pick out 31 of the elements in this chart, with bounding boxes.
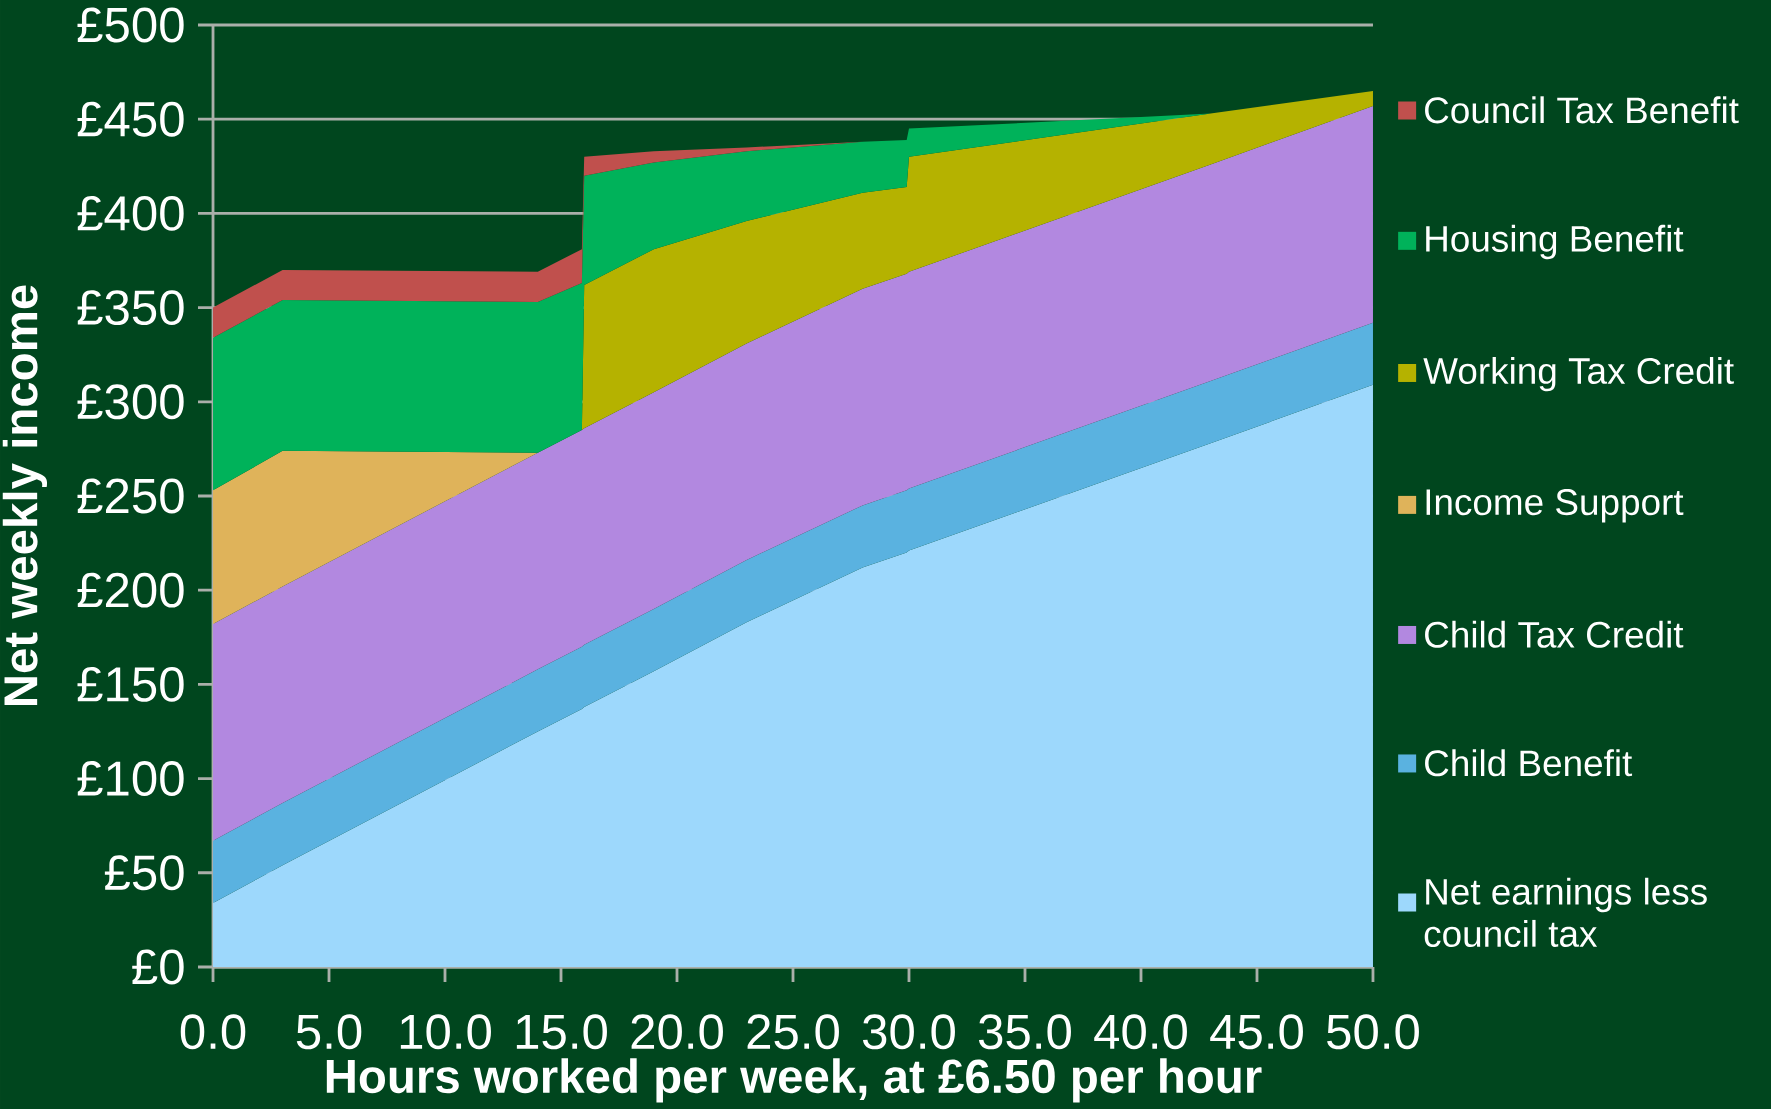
y-tick-label: £150 (77, 666, 184, 702)
y-tick-label: £200 (77, 572, 184, 608)
legend-label: Child Tax Credit (1425, 620, 1684, 648)
y-tick-label: £250 (77, 478, 184, 514)
y-tick-label: £500 (77, 7, 184, 43)
x-tick-label: 20.0 (631, 1014, 723, 1050)
x-tick-label: 30.0 (862, 1014, 955, 1050)
y-axis-title: Net weekly income (2, 285, 48, 706)
y-tick-label: £400 (77, 195, 184, 231)
y-tick-label: £0 (132, 949, 184, 985)
x-tick-label: 15.0 (516, 1014, 607, 1050)
x-axis-title: Hours worked per week, at £6.50 per hour (326, 1058, 1262, 1103)
legend-label: Net earnings less council tax (1424, 877, 1707, 948)
x-tick-label: 0.0 (180, 1014, 246, 1050)
y-tick-label: £50 (104, 855, 184, 891)
y-tick-label: £450 (77, 101, 184, 137)
x-tick-label: 50.0 (1327, 1014, 1419, 1050)
x-tick-label: 35.0 (978, 1014, 1071, 1050)
legend-label: Working Tax Credit (1423, 356, 1734, 392)
x-tick-label: 25.0 (747, 1014, 839, 1050)
x-tick-label: 10.0 (400, 1014, 491, 1050)
y-tick-label: £350 (77, 290, 184, 326)
x-tick-label: 5.0 (296, 1014, 362, 1050)
y-tick-label: £300 (77, 384, 184, 420)
y-tick-label: £100 (77, 761, 184, 797)
x-tick-label: 45.0 (1210, 1014, 1303, 1050)
legend-label: Child Benefit (1425, 749, 1633, 777)
legend-label: Income Support (1426, 489, 1684, 523)
legend-label: Council Tax Benefit (1425, 96, 1739, 124)
legend-label: Housing Benefit (1426, 224, 1684, 260)
x-tick-label: 40.0 (1094, 1014, 1187, 1050)
